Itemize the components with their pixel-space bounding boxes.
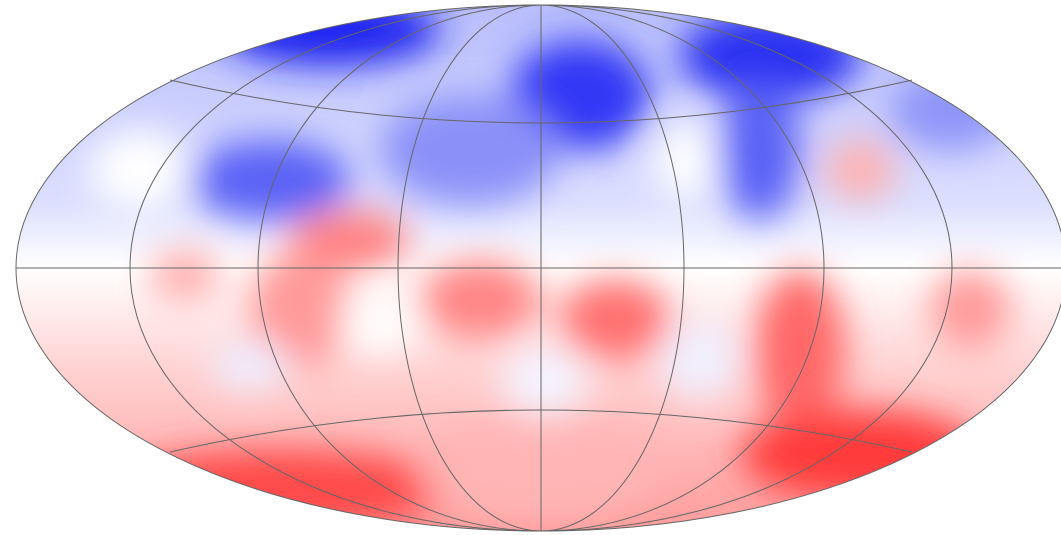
graticule xyxy=(15,4,1061,532)
warm-spot xyxy=(755,270,845,430)
warm-spot xyxy=(420,260,540,340)
parallel-line xyxy=(169,409,913,453)
warm-spot xyxy=(740,410,980,500)
parallel-line xyxy=(169,79,913,124)
warm-spot xyxy=(420,420,660,520)
cold-spot xyxy=(380,95,560,205)
warm-spot xyxy=(150,250,220,300)
neutral-spot xyxy=(655,120,715,200)
neutral-spot xyxy=(500,345,590,415)
cold-spot xyxy=(890,70,1010,150)
warm-spot xyxy=(250,250,350,370)
neutral-spot xyxy=(90,130,190,210)
warm-spot xyxy=(930,270,1010,350)
neutral-spot xyxy=(210,340,290,390)
neutral-spot xyxy=(340,292,420,352)
neutral-spot xyxy=(660,320,740,400)
cold-spot xyxy=(720,80,800,220)
warm-spot xyxy=(110,450,450,530)
warm-spot xyxy=(290,210,410,270)
map-outline xyxy=(15,4,1061,532)
cold-spot xyxy=(190,140,350,220)
warm-spot xyxy=(560,280,670,360)
warm-spot xyxy=(825,140,895,200)
